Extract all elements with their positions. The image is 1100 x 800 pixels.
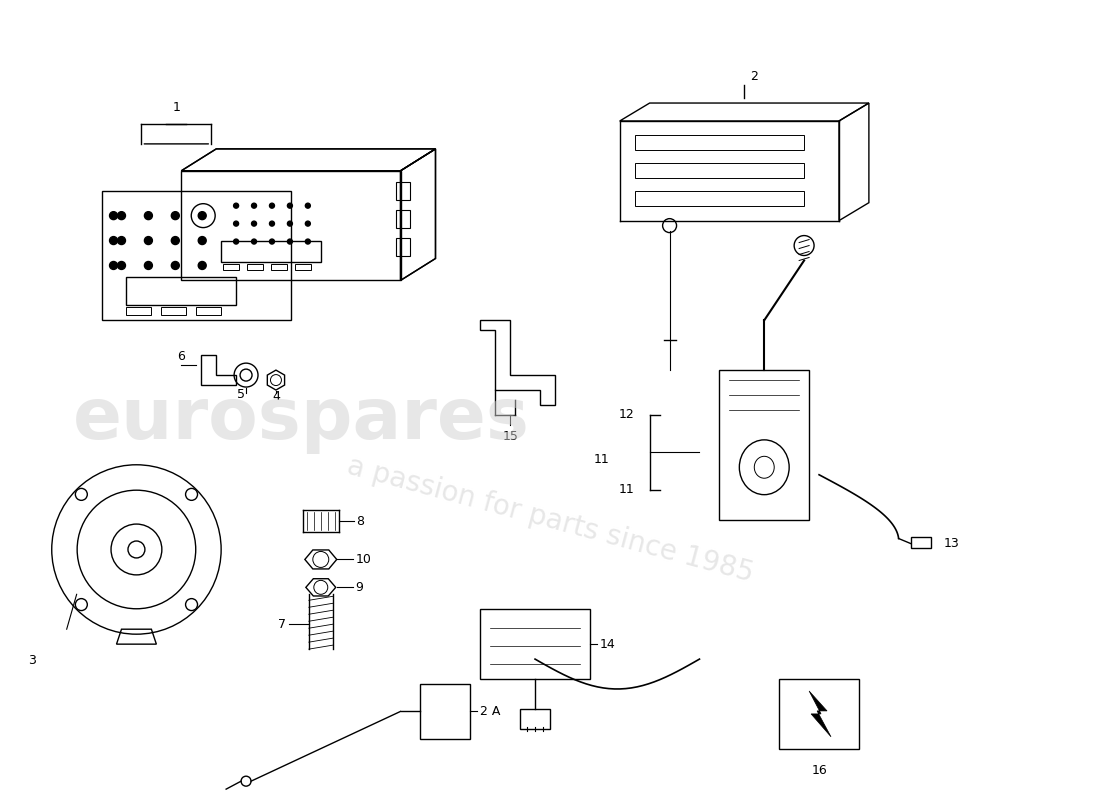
Circle shape <box>144 237 153 245</box>
Circle shape <box>287 221 293 226</box>
Bar <box>635 163 804 178</box>
Circle shape <box>172 262 179 270</box>
Bar <box>101 190 290 320</box>
Text: a passion for parts since 1985: a passion for parts since 1985 <box>343 452 757 587</box>
Bar <box>396 210 410 228</box>
Circle shape <box>270 239 275 244</box>
Circle shape <box>287 203 293 208</box>
Bar <box>196 307 221 315</box>
Text: 6: 6 <box>177 350 185 363</box>
Bar <box>126 307 152 315</box>
Circle shape <box>306 203 310 208</box>
Bar <box>481 610 590 679</box>
Circle shape <box>252 239 256 244</box>
Text: eurospares: eurospares <box>73 386 529 454</box>
Bar <box>221 241 321 262</box>
Text: 3: 3 <box>28 654 35 667</box>
Circle shape <box>306 221 310 226</box>
Bar <box>162 307 186 315</box>
Circle shape <box>198 262 206 270</box>
Circle shape <box>198 237 206 245</box>
Bar <box>271 265 287 270</box>
Bar <box>635 190 804 206</box>
Text: 8: 8 <box>355 515 364 528</box>
Text: 12: 12 <box>619 409 635 422</box>
Bar <box>396 238 410 255</box>
Text: 11: 11 <box>619 483 635 496</box>
Bar <box>520 709 550 729</box>
Bar <box>248 265 263 270</box>
Bar <box>126 278 236 306</box>
Bar <box>223 265 239 270</box>
Circle shape <box>110 212 118 220</box>
Text: 9: 9 <box>355 581 364 594</box>
Circle shape <box>270 203 275 208</box>
Text: 1: 1 <box>173 101 180 114</box>
Circle shape <box>110 237 118 245</box>
Text: 5: 5 <box>238 388 245 401</box>
Circle shape <box>110 262 118 270</box>
Circle shape <box>118 212 125 220</box>
Circle shape <box>144 262 153 270</box>
Circle shape <box>270 221 275 226</box>
Circle shape <box>233 203 239 208</box>
Circle shape <box>118 262 125 270</box>
Circle shape <box>306 239 310 244</box>
Bar <box>779 679 859 749</box>
Bar <box>635 135 804 150</box>
Circle shape <box>252 221 256 226</box>
Text: 4: 4 <box>272 390 279 403</box>
Bar <box>420 684 471 739</box>
Polygon shape <box>810 691 830 737</box>
Circle shape <box>172 237 179 245</box>
Text: 16: 16 <box>811 764 827 777</box>
Text: 7: 7 <box>278 618 286 630</box>
Text: 15: 15 <box>503 430 518 443</box>
Circle shape <box>233 221 239 226</box>
Circle shape <box>172 212 179 220</box>
Circle shape <box>144 212 153 220</box>
Text: 10: 10 <box>355 553 372 566</box>
Text: 2: 2 <box>750 70 758 83</box>
Circle shape <box>198 212 206 220</box>
Text: 13: 13 <box>944 537 959 550</box>
Circle shape <box>252 203 256 208</box>
Bar <box>911 537 931 549</box>
Text: 14: 14 <box>600 638 616 650</box>
Bar <box>396 182 410 200</box>
Circle shape <box>287 239 293 244</box>
Bar <box>719 370 810 519</box>
Circle shape <box>233 239 239 244</box>
Bar <box>295 265 311 270</box>
Circle shape <box>118 237 125 245</box>
Text: 11: 11 <box>594 454 609 466</box>
Text: 2 A: 2 A <box>481 705 500 718</box>
